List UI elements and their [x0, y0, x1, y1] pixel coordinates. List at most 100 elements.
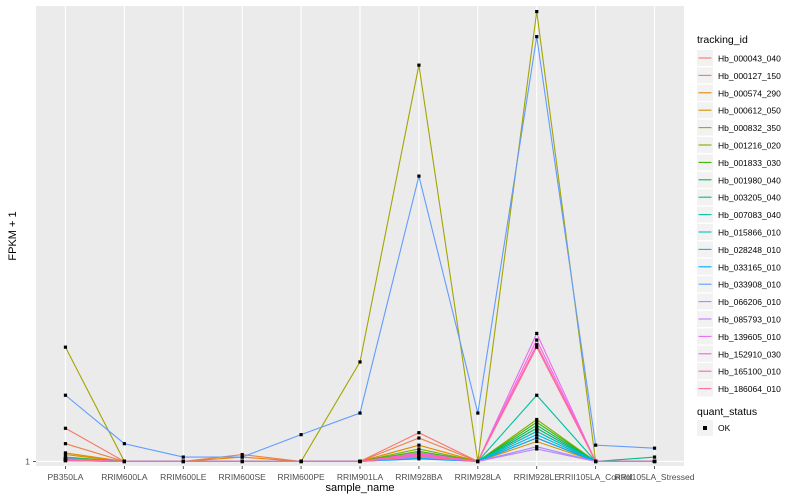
legend-item: Hb_001980_040 — [697, 171, 781, 188]
data-point — [63, 451, 68, 455]
data-point — [535, 429, 539, 434]
legend-shape-key — [697, 420, 713, 436]
x-tick-label: RRII105LA_Control — [559, 472, 633, 482]
data-point — [535, 338, 539, 342]
data-point — [417, 443, 421, 447]
legend-label: Hb_001833_030 — [718, 158, 781, 168]
data-point — [535, 345, 539, 349]
legend-label: Hb_000612_050 — [718, 106, 781, 116]
data-point — [417, 447, 421, 451]
data-point — [535, 9, 539, 14]
legend-label: Hb_001980_040 — [718, 175, 781, 185]
data-point — [63, 345, 68, 349]
legend-label: Hb_186064_010 — [718, 384, 781, 394]
data-point — [181, 455, 185, 459]
data-point — [535, 433, 539, 437]
legend-item: Hb_139605_010 — [697, 328, 781, 345]
x-tick-label: RRIM600LA — [101, 472, 148, 482]
x-tick-label: RRIM928BA — [395, 472, 443, 482]
data-points — [63, 9, 657, 464]
legend-label: Hb_085793_010 — [718, 315, 781, 325]
legend-label: Hb_066206_010 — [718, 297, 781, 307]
legend-item: Hb_000574_290 — [697, 84, 781, 101]
legend: tracking_id Hb_000043_040Hb_000127_150Hb… — [697, 34, 781, 436]
legend-item: Hb_000127_150 — [697, 67, 781, 84]
data-point — [535, 331, 539, 336]
data-point — [299, 433, 303, 437]
data-point — [476, 411, 480, 415]
data-point — [535, 420, 539, 424]
legend-item: Hb_033908_010 — [697, 276, 781, 293]
legend-item: Hb_007083_040 — [697, 206, 781, 223]
data-point — [417, 457, 421, 461]
data-point — [417, 63, 421, 67]
data-point — [476, 459, 480, 464]
legend-item: Hb_000832_350 — [697, 119, 781, 136]
x-axis-title: sample_name — [325, 482, 394, 494]
legend-title: tracking_id — [697, 34, 748, 46]
legend-item: Hb_066206_010 — [697, 293, 781, 310]
data-point — [652, 459, 657, 464]
data-point — [535, 426, 539, 430]
data-point — [652, 446, 657, 450]
legend-label: Hb_001216_020 — [718, 141, 781, 151]
legend-item: Hb_001216_020 — [697, 137, 781, 153]
legend-label: Hb_152910_030 — [718, 349, 781, 359]
data-point — [181, 459, 185, 464]
data-point — [63, 426, 68, 430]
legend-item: Hb_033165_010 — [697, 258, 781, 275]
data-point — [122, 442, 126, 446]
data-point — [63, 393, 68, 397]
data-point — [535, 445, 539, 449]
x-tick-label: RRIM928LE — [514, 472, 561, 482]
x-tick-label: RRIM600PE — [277, 472, 325, 482]
legend-shape-key-point — [703, 426, 707, 430]
data-point — [122, 459, 126, 464]
legend-label: Hb_015866_010 — [718, 228, 781, 238]
data-point — [240, 455, 244, 459]
legend-label: Hb_033165_010 — [718, 262, 781, 272]
data-point — [535, 439, 539, 444]
legend-item: Hb_028248_010 — [697, 241, 781, 258]
legend-item: Hb_001833_030 — [697, 154, 781, 171]
x-tick-label: PB350LA — [47, 472, 83, 482]
data-point — [358, 411, 362, 415]
data-point — [63, 458, 68, 462]
data-point — [535, 35, 539, 39]
data-point — [417, 174, 421, 178]
y-tick-label: 1 — [25, 456, 30, 466]
data-point — [240, 459, 244, 464]
legend-label: Hb_000574_290 — [718, 88, 781, 98]
legend-label: Hb_003205_040 — [718, 193, 781, 203]
x-tick-label: RRIM600LE — [160, 472, 207, 482]
legend-item: Hb_000612_050 — [697, 102, 781, 119]
legend-label: Hb_033908_010 — [718, 280, 781, 290]
data-point — [594, 443, 598, 447]
legend-label: Hb_000127_150 — [718, 71, 781, 81]
data-point — [358, 459, 362, 464]
x-tick-label: RRIM901LA — [337, 472, 384, 482]
data-point — [535, 436, 539, 440]
legend-items: Hb_000043_040 Hb_000127_150 Hb_000574_290 H… — [697, 50, 781, 397]
legend-label: Hb_139605_010 — [718, 332, 781, 342]
data-point — [63, 452, 68, 457]
x-tick-label: RRIM600SE — [219, 472, 267, 482]
data-point — [63, 442, 68, 446]
data-point — [358, 360, 362, 364]
data-point — [652, 455, 657, 459]
x-tick-label: RRII105LA_Stressed — [615, 472, 695, 482]
legend-item: Hb_015866_010 — [697, 224, 781, 240]
legend-label: Hb_000832_350 — [718, 123, 781, 133]
y-axis-title: FPKM + 1 — [7, 211, 19, 260]
data-point — [417, 436, 421, 440]
legend-item: Hb_165100_010 — [697, 363, 781, 380]
data-point — [417, 454, 421, 458]
axes: PB350LA RRIM600LA RRIM600LE RRIM600SE RRIM60… — [25, 456, 694, 482]
legend-label: Hb_000043_040 — [718, 54, 781, 64]
data-point — [535, 393, 539, 397]
data-point — [535, 423, 539, 427]
data-point — [535, 447, 539, 451]
legend-item: Hb_003205_040 — [697, 189, 781, 206]
legend-shape-title: quant_status — [697, 406, 757, 418]
